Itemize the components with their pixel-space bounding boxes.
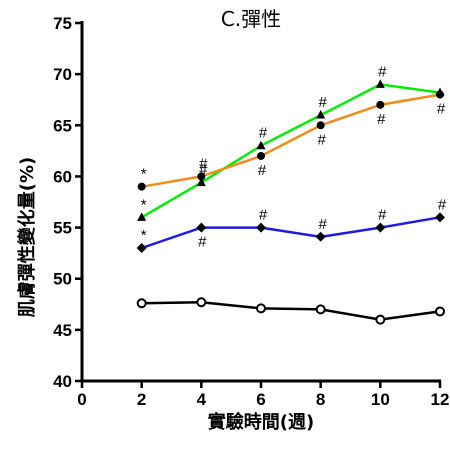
y-tick-label: 60	[53, 167, 72, 186]
data-point	[375, 222, 386, 233]
series-line	[141, 216, 441, 250]
y-tick-label: 50	[53, 270, 72, 289]
data-point	[316, 110, 326, 119]
significance-mark: #	[199, 162, 208, 179]
significance-mark: #	[378, 207, 387, 224]
significance-mark: #	[377, 111, 386, 128]
chart-title: C.彈性	[221, 7, 281, 31]
data-point	[315, 231, 326, 242]
significance-mark: #	[318, 94, 327, 111]
series-line	[141, 83, 441, 219]
data-point	[376, 100, 385, 109]
data-point	[137, 182, 146, 191]
significance-mark: *	[141, 196, 147, 213]
y-tick-label: 75	[53, 14, 72, 33]
data-point	[316, 121, 325, 130]
x-tick-label: 2	[137, 390, 146, 409]
data-point	[256, 140, 266, 150]
data-point	[375, 314, 386, 325]
significance-mark: #	[259, 125, 268, 142]
data-point	[256, 222, 266, 233]
significance-mark: #	[318, 216, 327, 233]
series-layer: *####*# ####* #####	[136, 63, 447, 325]
data-point	[197, 172, 206, 181]
data-point	[196, 222, 207, 233]
series-line	[141, 300, 441, 321]
x-tick-label: 0	[77, 390, 86, 409]
data-point	[256, 303, 266, 314]
x-tick-label: 12	[431, 390, 450, 409]
x-tick-label: 10	[371, 390, 390, 409]
data-point	[435, 212, 445, 223]
data-point	[196, 297, 207, 308]
series-1: *####	[137, 63, 445, 221]
significance-mark: #	[199, 155, 208, 172]
y-tick-label: 40	[53, 372, 72, 391]
significance-mark: *	[141, 227, 147, 244]
x-tick-label: 6	[256, 390, 265, 409]
significance-mark: #	[258, 162, 267, 179]
series-line	[141, 93, 441, 188]
x-tick-label: 4	[197, 390, 207, 409]
significance-mark: #	[198, 234, 207, 251]
data-point	[436, 90, 444, 99]
x-axis-title: 實驗時間(週)	[208, 411, 314, 433]
data-point	[257, 151, 265, 160]
x-tick-label: 8	[316, 390, 325, 409]
series-2: *# ####	[137, 90, 446, 191]
y-tick-label: 65	[53, 116, 72, 135]
data-point	[196, 177, 206, 187]
y-tick-label: 55	[53, 219, 72, 238]
data-point	[136, 243, 147, 254]
axes	[75, 21, 442, 388]
y-axis-title: 肌膚彈性變化量(%)	[16, 157, 38, 318]
data-point	[375, 79, 385, 88]
series-4	[136, 297, 445, 325]
significance-mark: #	[259, 207, 268, 224]
significance-mark: *	[141, 166, 147, 183]
significance-mark: #	[438, 196, 447, 213]
data-point	[315, 304, 326, 315]
data-point	[136, 298, 147, 309]
significance-mark: #	[378, 63, 387, 80]
significance-mark: #	[437, 101, 446, 118]
y-tick-label: 45	[53, 321, 72, 340]
series-3: * # # # # #	[136, 196, 447, 254]
data-point	[137, 212, 147, 221]
tick-labels: 40 45 50 55 60 65 70 75 0 2 4 6 8 10 12	[53, 14, 449, 409]
data-point	[435, 306, 445, 317]
y-tick-label: 70	[53, 65, 72, 84]
significance-mark: #	[317, 131, 326, 148]
